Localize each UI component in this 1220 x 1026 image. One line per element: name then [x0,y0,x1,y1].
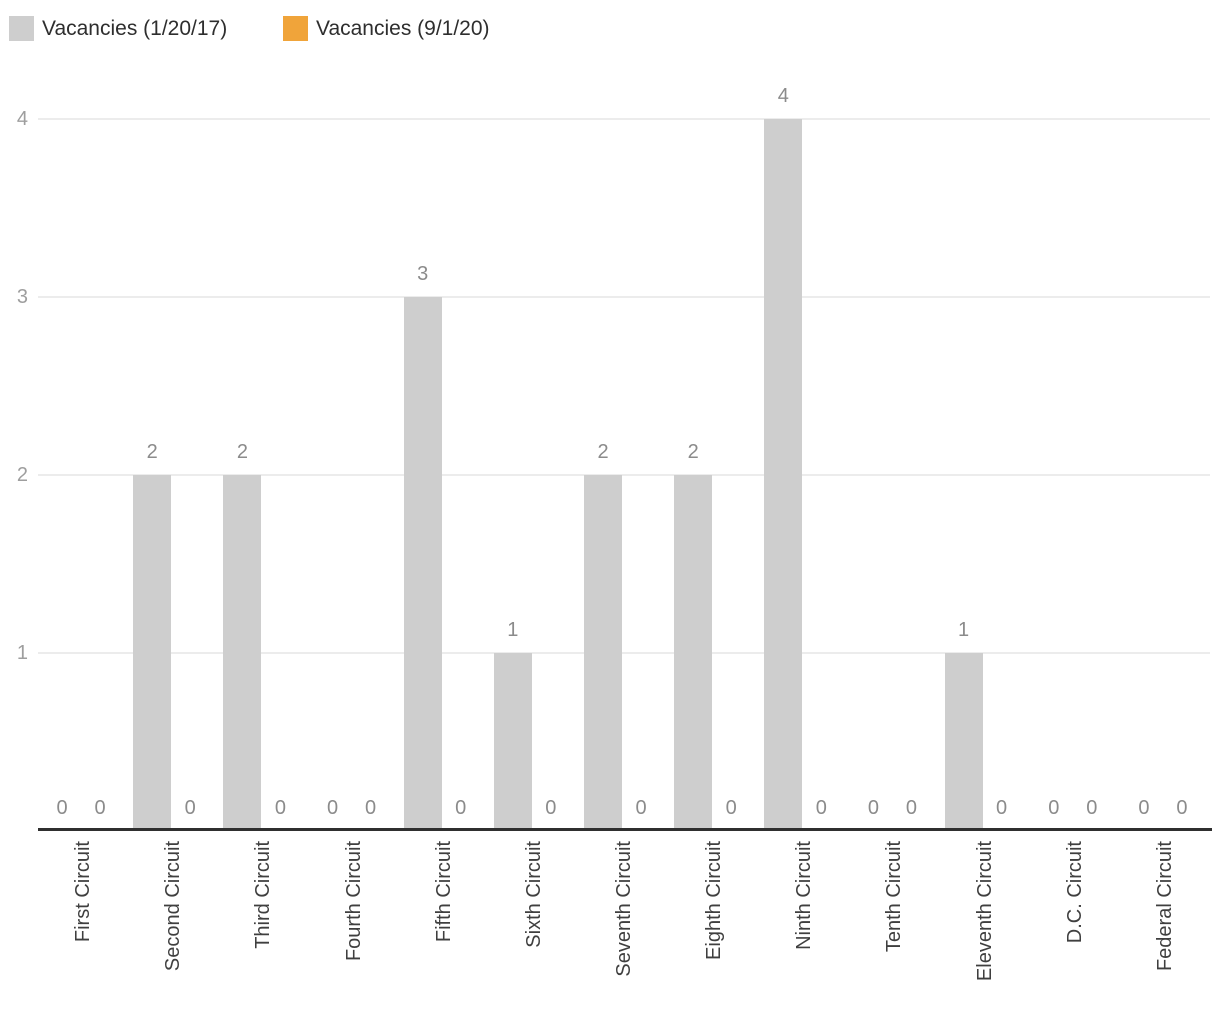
bar-value-label: 2 [597,441,609,463]
bar-value-label: 0 [56,797,68,819]
bar-value-label: 1 [958,619,970,641]
bar-value-label: 0 [996,797,1008,819]
x-axis-label-text: Second Circuit [162,841,185,972]
y-axis-tick-label: 1 [16,642,28,664]
bar-value-label: 0 [1138,797,1150,819]
x-axis-label-text: D.C. Circuit [1063,841,1086,944]
x-axis-label-text: Eighth Circuit [703,841,726,960]
bar-value-label: 0 [326,797,339,819]
x-axis-label: Eleventh Circuit [973,841,997,1026]
bar-vacancies-2017[interactable] [133,475,172,831]
bar-value-label: 0 [725,797,737,819]
x-axis-label-text: Eleventh Circuit [973,841,996,982]
bar-value-label: 3 [417,263,429,285]
x-axis-label-text: Fourth Circuit [342,841,365,962]
bar-value-label: 0 [94,797,106,819]
bar-value-label: 2 [687,441,699,463]
bar-value-label: 0 [455,797,467,819]
x-axis-line [38,828,1212,831]
x-axis-label: Third Circuit [251,841,275,1026]
x-axis-label-text: Federal Circuit [1153,841,1176,972]
x-axis-label-text: Sixth Circuit [522,841,545,948]
x-axis-label-text: Third Circuit [252,841,275,949]
x-axis-label: Fourth Circuit [342,841,366,1026]
x-axis-label: D.C. Circuit [1063,841,1087,1026]
bar-value-label: 4 [777,85,789,107]
y-axis-tick-label: 2 [16,464,28,486]
bar-value-label: 0 [1048,797,1060,819]
legend-label: Vacancies (9/1/20) [316,16,490,40]
x-axis-label: Fifth Circuit [432,841,456,1026]
x-axis-label-text: First Circuit [72,841,95,943]
bar-value-label: 0 [1176,797,1188,819]
bar-value-label: 0 [905,797,918,819]
gridline [38,652,1210,654]
legend-item-vacancies-2020: Vacancies (9/1/20) [283,16,490,41]
x-axis-label: Eighth Circuit [702,841,726,1026]
bar-value-label: 0 [1086,797,1098,819]
legend-swatch-gray [9,16,34,41]
x-axis-label-text: Tenth Circuit [883,841,906,953]
gridline [38,118,1210,120]
x-axis-label: Sixth Circuit [522,841,546,1026]
legend-item-vacancies-2017: Vacancies (1/20/17) [9,16,227,41]
x-axis-label-text: Seventh Circuit [613,841,635,977]
bar-value-label: 0 [815,797,827,819]
bar-vacancies-2017[interactable] [764,119,803,831]
x-axis-label: First Circuit [71,841,95,1026]
legend-label: Vacancies (1/20/17) [42,16,228,40]
x-axis-label: Ninth Circuit [792,841,816,1026]
bar-value-label: 0 [635,797,647,819]
bar-value-label: 0 [867,797,880,819]
bar-vacancies-2017[interactable] [674,475,713,831]
gridline [38,474,1210,476]
x-axis-label: Tenth Circuit [882,841,906,1026]
bar-vacancies-2017[interactable] [403,297,442,831]
chart-legend: Vacancies (1/20/17) Vacancies (9/1/20) [0,0,1220,50]
y-axis-tick-label: 3 [16,286,28,308]
bar-value-label: 2 [146,441,158,463]
x-axis-label: Federal Circuit [1153,841,1177,1026]
x-axis-label: Second Circuit [161,841,185,1026]
x-axis-label-text: Ninth Circuit [793,841,816,950]
x-axis-label: Seventh Circuit [612,841,636,1026]
gridline [38,296,1210,298]
bar-value-label: 1 [507,619,519,641]
bar-value-label: 2 [236,441,248,463]
bar-vacancies-2017[interactable] [493,653,532,831]
bar-value-label: 0 [364,797,377,819]
bar-value-label: 0 [545,797,557,819]
bar-value-label: 0 [184,797,196,819]
x-axis-label-text: Fifth Circuit [432,841,455,943]
legend-swatch-orange [283,16,308,41]
bar-vacancies-2017[interactable] [223,475,262,831]
bar-value-label: 0 [274,797,286,819]
bar-vacancies-2017[interactable] [584,475,622,831]
y-axis-tick-label: 4 [16,108,28,130]
bar-vacancies-2017[interactable] [944,653,983,831]
